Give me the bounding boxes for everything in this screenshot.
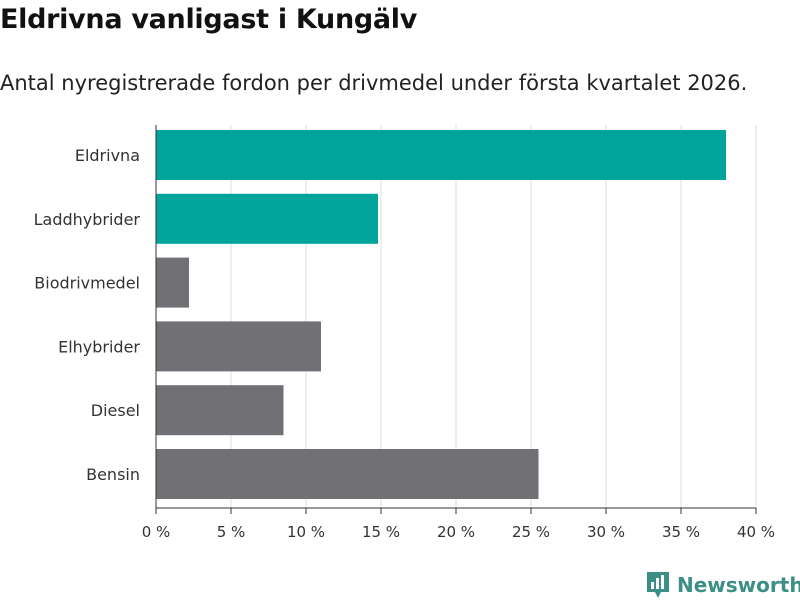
chart-subtitle: Antal nyregistrerade fordon per drivmede… bbox=[0, 71, 748, 95]
category-label: Diesel bbox=[91, 401, 140, 420]
tick-labels: 0 % 5 % 10 % 15 % 20 % 25 % 30 % 35 % 40 % bbox=[142, 508, 775, 541]
bars bbox=[156, 130, 726, 499]
tick-label: 5 % bbox=[217, 523, 246, 541]
category-label: Biodrivmedel bbox=[34, 274, 140, 293]
brand-name: Newsworthy bbox=[677, 573, 800, 597]
bar-eldrivna bbox=[156, 130, 726, 180]
gridlines bbox=[230, 125, 757, 508]
bar-chart: Eldrivna Laddhybrider Biodrivmedel Elhybrid… bbox=[34, 125, 775, 541]
bar-biodrivmedel bbox=[156, 257, 189, 308]
tick-label: 0 % bbox=[142, 523, 171, 541]
category-label: Eldrivna bbox=[75, 146, 140, 165]
chart-title: Eldrivna vanligast i Kungälv bbox=[0, 4, 418, 35]
tick-label: 20 % bbox=[437, 523, 475, 541]
bar-laddhybrider bbox=[156, 193, 378, 244]
bar-chart-logo-icon bbox=[647, 572, 669, 598]
tick-label: 30 % bbox=[587, 523, 625, 541]
tick-label: 25 % bbox=[512, 523, 550, 541]
category-label: Elhybrider bbox=[58, 337, 140, 356]
brand-logo: Newsworthy bbox=[645, 570, 800, 600]
tick-label: 35 % bbox=[662, 523, 700, 541]
tick-label: 40 % bbox=[737, 523, 775, 541]
category-labels: Eldrivna Laddhybrider Biodrivmedel Elhybrid… bbox=[34, 146, 141, 484]
tick-label: 10 % bbox=[287, 523, 325, 541]
tick-label: 15 % bbox=[362, 523, 400, 541]
bar-diesel bbox=[156, 385, 284, 436]
bar-elhybrider bbox=[156, 321, 321, 372]
category-label: Bensin bbox=[86, 465, 140, 484]
bar-bensin bbox=[156, 449, 539, 499]
category-label: Laddhybrider bbox=[34, 210, 141, 229]
